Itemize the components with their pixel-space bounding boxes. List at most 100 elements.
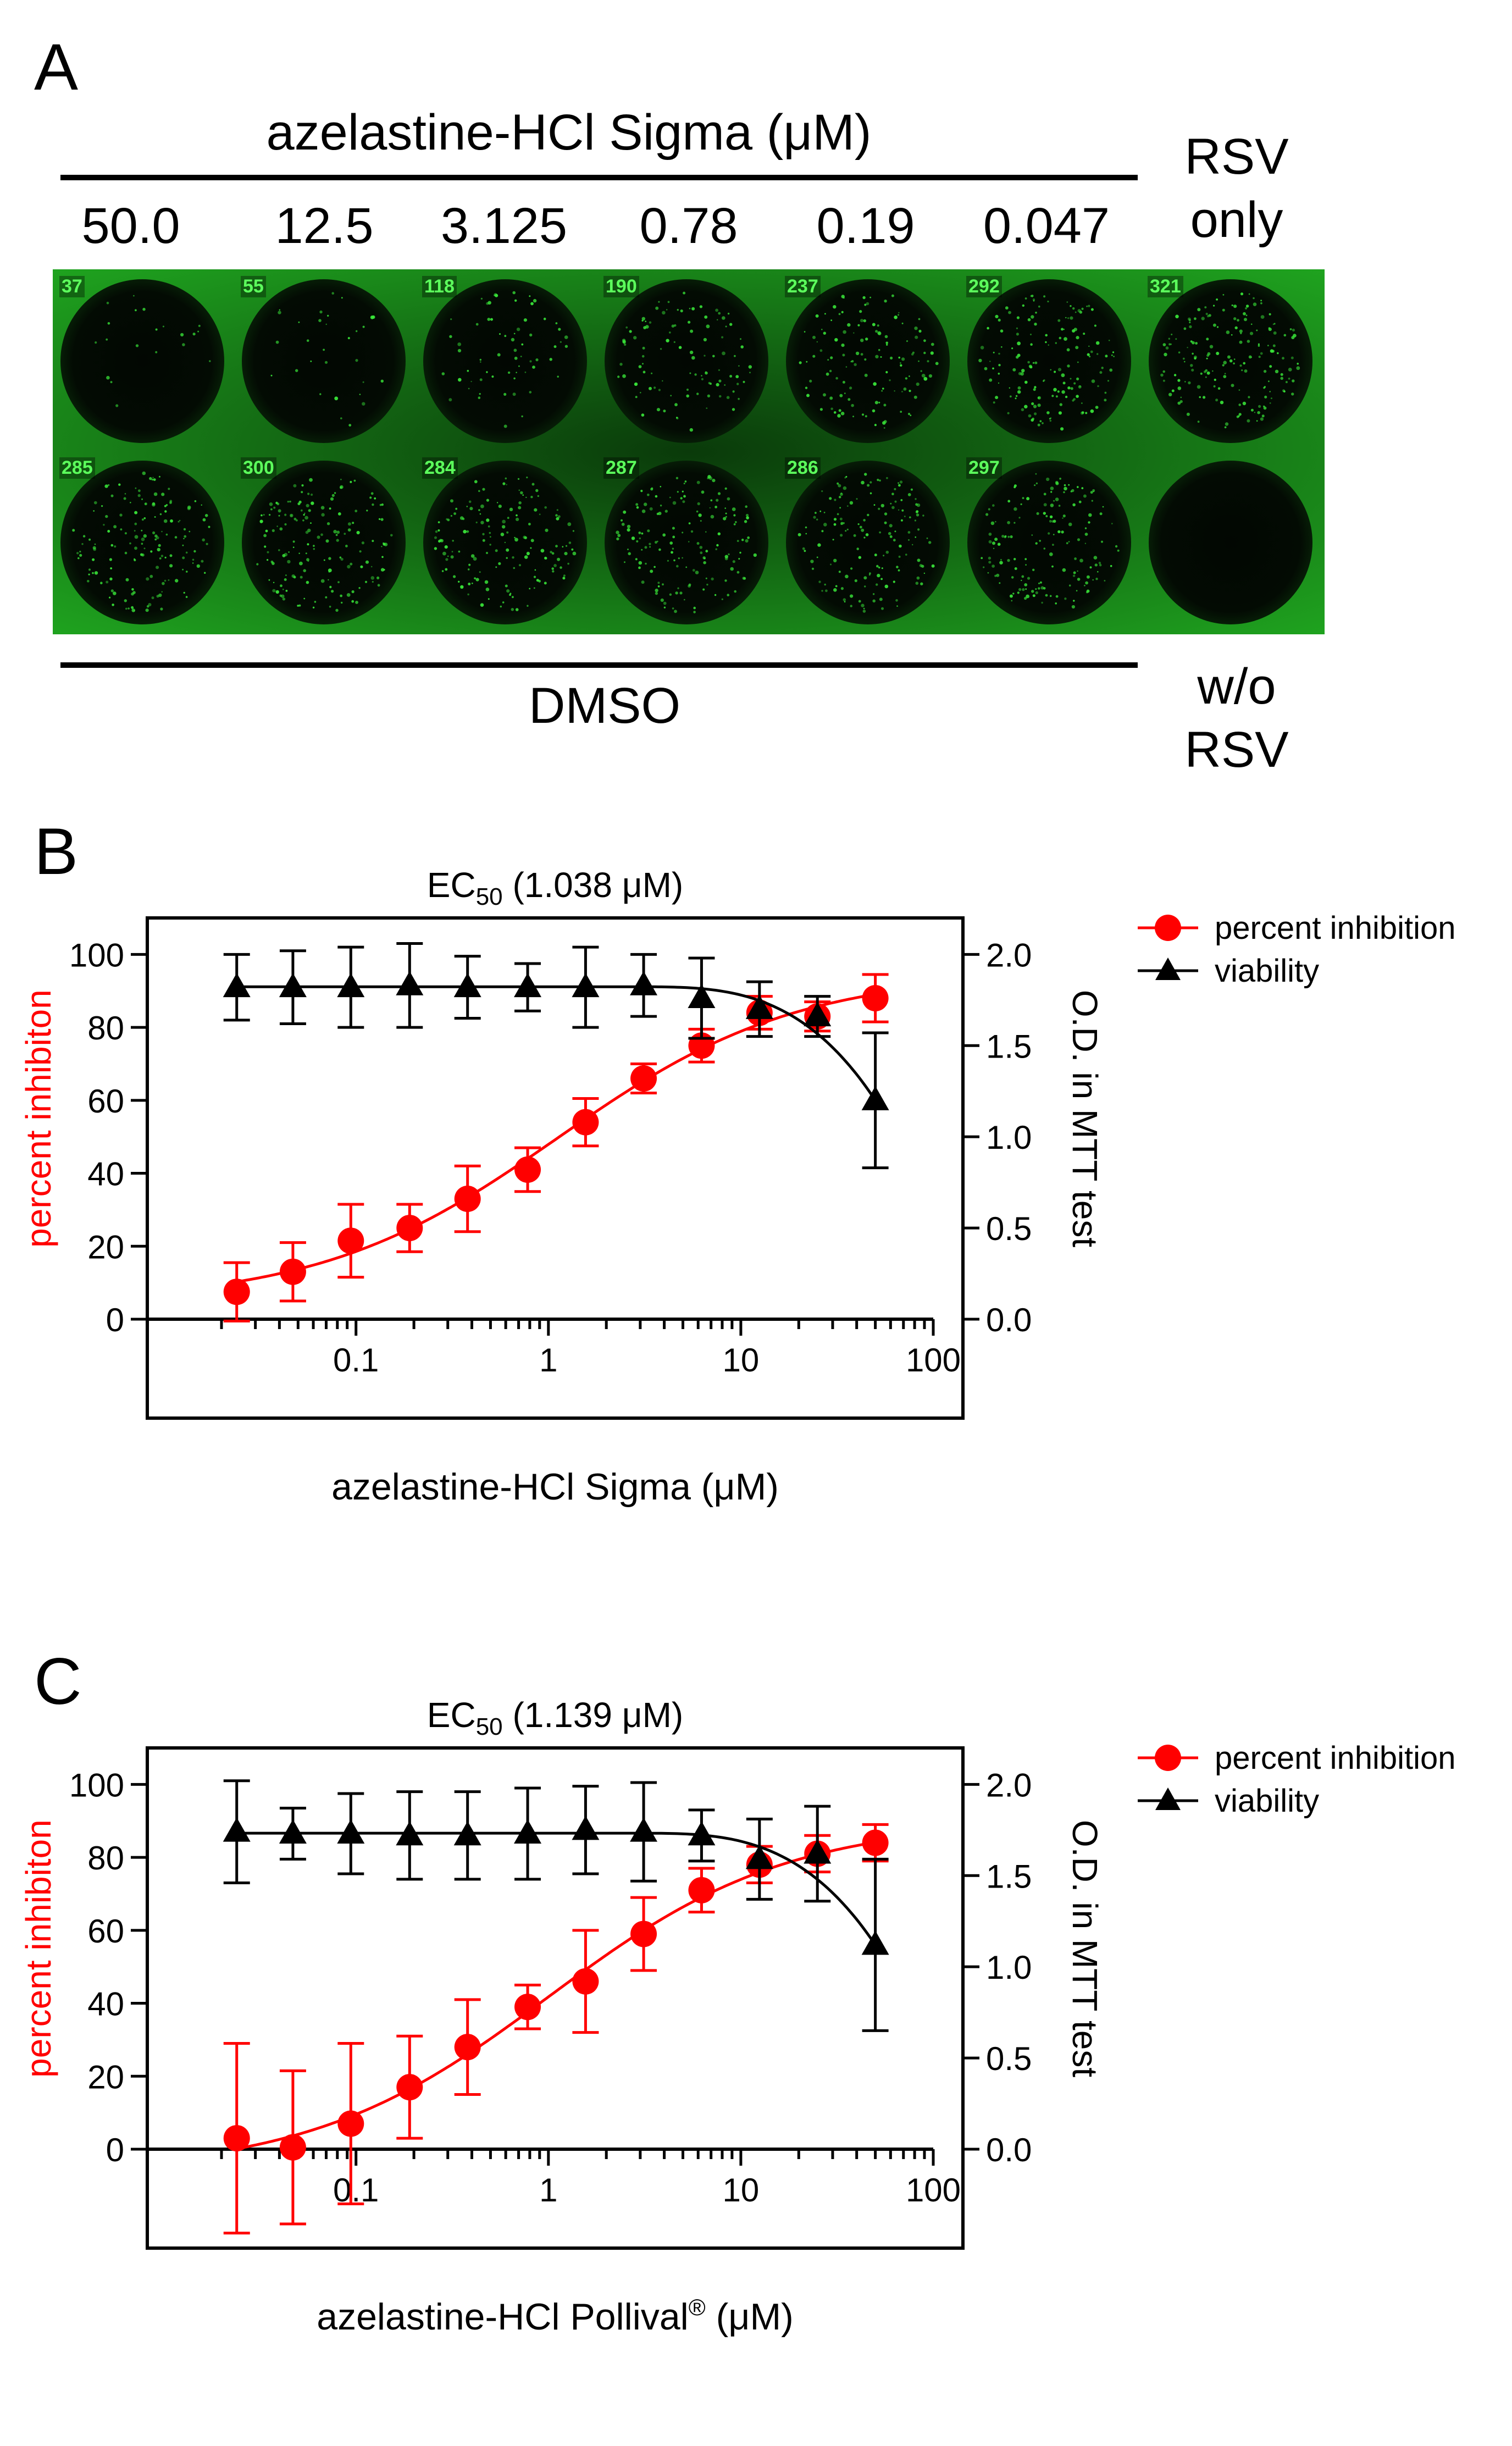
fluorescent-foci (72, 471, 211, 612)
well: 285 (55, 455, 230, 630)
data-point (223, 1817, 251, 1842)
well-count-label: 237 (785, 276, 821, 297)
y-left-tick-label: 60 (87, 1913, 124, 1950)
well: 286 (780, 455, 955, 630)
y-right-tick-label: 1.0 (986, 1119, 1032, 1156)
data-point (572, 1816, 600, 1840)
well-count-label: 118 (422, 276, 457, 297)
well: 37 (55, 274, 230, 449)
y-left-tick-label: 0 (106, 2132, 124, 2168)
well-count-label: 284 (422, 457, 458, 479)
well: 292 (962, 274, 1137, 449)
y-left-tick-label: 80 (87, 1840, 124, 1877)
well-count-label: 321 (1148, 276, 1183, 297)
y-left-tick-label: 0 (106, 1302, 124, 1338)
concentration-label: 0.78 (639, 198, 738, 254)
data-point (688, 1877, 715, 1903)
well: 300 (236, 455, 411, 630)
panel-a-bottom-rule (60, 662, 1138, 668)
legend-label: percent inhibition (1215, 1740, 1456, 1776)
data-point (453, 973, 481, 998)
legend-marker (1155, 915, 1181, 941)
y-left-tick-label: 40 (87, 1986, 124, 2023)
data-point (453, 1821, 481, 1846)
y-right-axis-label: O.D. in MTT test (1065, 990, 1105, 1247)
data-point (745, 994, 773, 1019)
dmso-label: DMSO (529, 678, 680, 734)
fluorescent-foci (981, 473, 1120, 609)
series-viability (223, 942, 889, 1170)
panel-a-letter: A (34, 30, 79, 104)
well: 297 (962, 455, 1137, 630)
y-right-tick-label: 0.0 (986, 2132, 1032, 2168)
y-right-tick-label: 1.5 (986, 1028, 1032, 1065)
y-left-tick-label: 100 (69, 937, 124, 973)
x-axis-label: azelastine-HCl Pollival® (μM) (317, 2294, 793, 2338)
data-point (514, 1819, 542, 1844)
chart-panel-c: C EC50 (1.139 μM) 0.1 1 10 100 0 20 40 60 80 100 0.0… (19, 1645, 1456, 2338)
data-point (862, 985, 889, 1011)
y-right-tick-label: 1.5 (986, 1858, 1032, 1895)
well-count-label: 37 (59, 276, 85, 297)
y-right-axis-label: O.D. in MTT test (1065, 1820, 1105, 2077)
x-tick-label: 100 (906, 2172, 961, 2209)
data-point (279, 973, 307, 998)
x-tick-label: 1 (539, 1342, 557, 1379)
y-left-tick-label: 20 (87, 1228, 124, 1265)
panel-letter: B (34, 815, 78, 888)
data-point (223, 1279, 250, 1305)
y-right-tick-label: 1.0 (986, 1949, 1032, 1986)
y-left-tick-label: 100 (69, 1767, 124, 1803)
data-point (804, 1839, 832, 1864)
well (1143, 455, 1318, 630)
without-rsv-label: w/o RSV (1184, 658, 1289, 778)
legend-marker (1155, 958, 1181, 980)
y-left-tick-label: 60 (87, 1083, 124, 1120)
well: 55 (236, 274, 411, 449)
data-point (337, 1227, 364, 1254)
y-right-tick-label: 0.5 (986, 1210, 1032, 1247)
x-axis-label: azelastine-HCl Sigma (μM) (331, 1466, 779, 1508)
concentration-label: 3.125 (440, 198, 568, 254)
data-point (572, 1968, 599, 1995)
x-tick-label: 0.1 (333, 1342, 379, 1379)
fit-curve (236, 1841, 876, 2150)
x-tick-label: 1 (539, 2172, 557, 2209)
data-point (630, 971, 658, 995)
well-count-label: 292 (966, 276, 1002, 297)
data-point (861, 1930, 889, 1955)
concentration-label: 12.5 (275, 198, 374, 254)
data-point (688, 984, 716, 1008)
legend-label: percent inhibition (1215, 910, 1456, 946)
data-point (745, 1845, 773, 1869)
chart-title: EC50 (1.139 μM) (427, 1695, 683, 1740)
series-viability (223, 1779, 889, 2032)
data-point (223, 2125, 250, 2152)
panel-a-title: azelastine-HCl Sigma (μM) (266, 104, 872, 161)
data-point (396, 1821, 424, 1846)
fluorescent-foci (797, 473, 935, 613)
fit-curve (236, 1831, 877, 1946)
well-count-label: 300 (241, 457, 276, 479)
x-tick-label: 10 (723, 2172, 760, 2209)
well: 287 (599, 455, 774, 630)
concentration-label: 0.047 (983, 198, 1110, 254)
y-right-tick-label: 0.5 (986, 2040, 1032, 2077)
data-point (454, 1186, 481, 1212)
fluorescent-foci (799, 294, 939, 429)
data-point (337, 973, 365, 998)
series-percent-inhibition (223, 973, 889, 1322)
plot-frame (146, 1746, 965, 2250)
legend-marker (1155, 1745, 1181, 1771)
fluorescent-foci (434, 477, 577, 611)
well: 118 (418, 274, 592, 449)
well: 237 (780, 274, 955, 449)
well-count-label: 190 (603, 276, 639, 297)
fluorescent-foci (616, 475, 757, 613)
concentration-label: 50.0 (81, 198, 180, 254)
data-point (862, 1829, 889, 1856)
data-point (688, 1821, 716, 1846)
well-count-label: 55 (241, 276, 266, 297)
y-left-tick-label: 20 (87, 2058, 124, 2095)
